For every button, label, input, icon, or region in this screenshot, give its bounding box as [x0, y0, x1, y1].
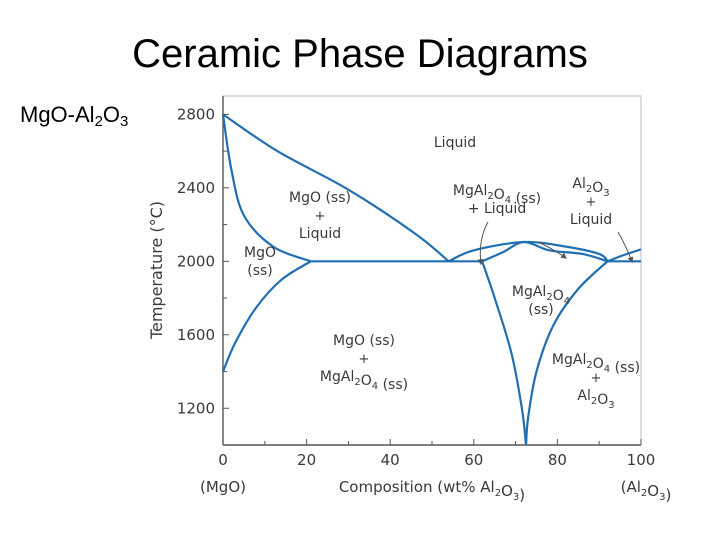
region-label-al2o3-liquid: +	[586, 195, 597, 210]
x-tick-label: 100	[627, 451, 656, 469]
label-arrows	[477, 221, 634, 266]
axis-labels: Composition (wt% Al2O3) (MgO) (Al2O3) Tempe…	[147, 201, 671, 504]
region-label-liquid: Liquid	[434, 135, 476, 151]
x-axis-end-label-left: (MgO)	[200, 478, 246, 496]
region-label-spinel-ss: MgAl2O4	[512, 284, 570, 307]
arrow-spinel-liquid-right	[537, 241, 567, 259]
arrow-spinel-liquid	[477, 221, 489, 266]
x-tick-label: 40	[381, 451, 400, 469]
region-label-spinel-liquid: + Liquid	[468, 201, 526, 217]
region-label-al2o3-liquid: Liquid	[570, 212, 612, 228]
region-label-spinel-al2o3: MgAl2O4 (ss)	[552, 352, 640, 376]
y-axis-title: Temperature (°C)	[147, 201, 166, 340]
x-tick-label: 0	[218, 451, 228, 469]
region-label-spinel-al2o3: +	[591, 371, 602, 386]
page-title: Ceramic Phase Diagrams	[132, 32, 588, 76]
boundary-spinel-solvus-left	[481, 260, 528, 446]
x-tick-label: 20	[297, 451, 316, 469]
boundary-spinel-liquidus	[448, 240, 609, 263]
system-label: MgO-Al2O3	[20, 102, 129, 130]
boundary-spinel-solidus	[481, 240, 608, 263]
region-label-spinel-ss: (ss)	[528, 302, 554, 318]
region-label-mgo-spinel: MgAl2O4 (ss)	[320, 369, 408, 393]
region-label-mgo-ss: (ss)	[247, 263, 273, 279]
boundary-mgo-solvus	[221, 260, 312, 372]
x-axis-end-label-right: (Al2O3)	[621, 478, 672, 504]
region-label-al2o3-liquid: Al2O3	[572, 176, 609, 199]
region-label-mgo-ss-liquid: Liquid	[299, 226, 341, 242]
region-label-mgo-spinel: MgO (ss)	[333, 333, 395, 349]
y-tick-label: 2000	[177, 252, 215, 270]
boundary-mgo-liquidus	[222, 113, 450, 263]
region-label-spinel-al2o3: Al2O3	[577, 388, 614, 411]
phase-boundaries	[221, 113, 642, 446]
x-tick-label: 60	[464, 451, 483, 469]
boundary-mgo-solidus	[221, 114, 312, 263]
region-label-spinel-liquid: MgAl2O4 (ss)	[453, 183, 541, 207]
y-tick-label: 1200	[177, 399, 215, 417]
x-tick-label: 80	[548, 451, 567, 469]
arrow-al2o3-liquid	[617, 231, 634, 264]
region-label-mgo-ss: MgO	[244, 245, 276, 261]
region-label-mgo-spinel: +	[359, 352, 370, 367]
boundary-al2o3-liquidus	[607, 248, 642, 263]
axis-ticks: 0 20 40 60 80 100 1200 1600 2000 2400 2800	[177, 105, 656, 469]
y-tick-label: 2800	[177, 105, 215, 123]
x-axis-title: Composition (wt% Al2O3)	[339, 478, 525, 504]
y-tick-label: 2400	[177, 179, 215, 197]
boundary-spinel-solvus-right	[524, 260, 609, 446]
y-tick-label: 1600	[177, 326, 215, 344]
region-label-mgo-ss-liquid: +	[315, 209, 326, 224]
region-label-mgo-ss-liquid: MgO (ss)	[289, 190, 351, 206]
